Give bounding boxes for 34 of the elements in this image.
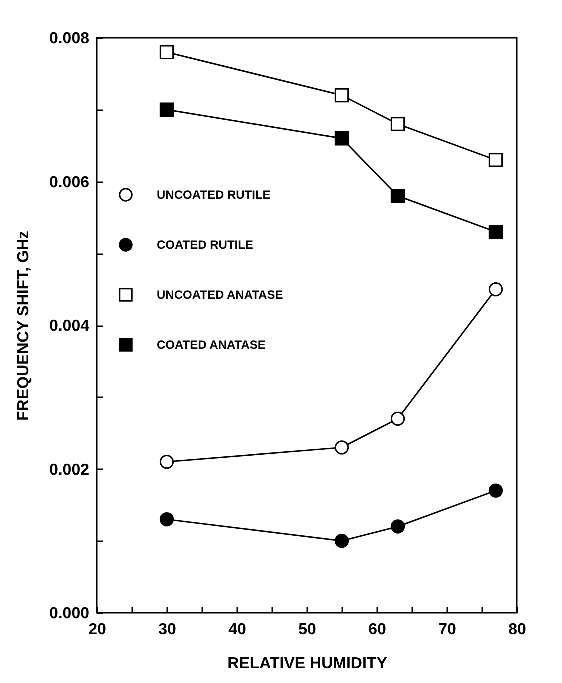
x-axis-title: RELATIVE HUMIDITY [228,656,388,672]
point [390,189,406,204]
point [488,224,504,240]
point [160,455,174,470]
point [334,440,350,455]
y-tick-label: 0.004 [49,318,90,335]
y-tick-label: 0.006 [49,174,90,192]
point [334,132,350,146]
point [334,534,350,548]
point [334,88,350,103]
point [160,512,174,527]
legend-label: COATED ANATASE [157,338,266,352]
point [390,412,406,426]
point [488,153,504,168]
x-tick-label: 80 [508,622,526,638]
point [390,117,406,132]
point [160,102,174,117]
x-tick-label: 60 [368,622,386,638]
point [488,282,504,297]
x-tick-label: 20 [88,622,106,638]
y-tick-label: 0.002 [49,462,90,479]
x-tick-label: 40 [228,622,246,638]
x-tick-label: 50 [298,622,316,638]
point [488,484,504,498]
legend-label: UNCOATED RUTILE [157,188,271,202]
y-tick-label: 0.000 [49,606,90,622]
x-tick-label: 30 [158,622,176,638]
point [160,45,174,60]
y-tick-label: 0.008 [49,30,90,48]
legend-label: UNCOATED ANATASE [157,288,284,302]
y-axis-title: FREQUENCY SHIFT, GHz [15,231,32,421]
legend-label: COATED RUTILE [157,238,254,252]
x-tick-label: 70 [438,622,456,638]
point [390,520,406,534]
